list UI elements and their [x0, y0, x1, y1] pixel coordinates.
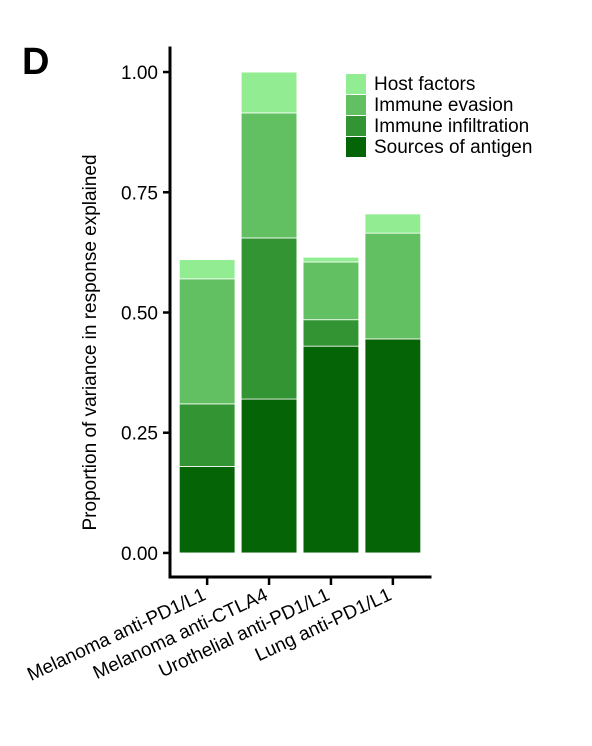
y-axis-title: Proportion of variance in response expla… — [80, 154, 101, 530]
bar-segment-1-4 — [178, 259, 236, 280]
legend-swatch-3 — [346, 116, 366, 136]
y-tick-label-1: 0.00 — [121, 544, 158, 565]
legend-swatch-1 — [346, 74, 366, 94]
bar-segment-2-4 — [240, 71, 298, 114]
panel-label: D — [22, 41, 49, 83]
bar-segment-1-1 — [178, 465, 236, 554]
bar-segment-1-3 — [178, 278, 236, 405]
legend-swatch-2 — [346, 95, 366, 115]
bar-segment-1-2 — [178, 403, 236, 467]
bar-segment-4-3 — [364, 232, 422, 340]
bar-segment-3-4 — [302, 256, 360, 263]
bar-segment-2-3 — [240, 112, 298, 239]
legend-label-3: Immune infiltration — [374, 116, 529, 137]
bar-segment-2-2 — [240, 237, 298, 400]
legend-label-2: Immune evasion — [374, 95, 513, 116]
bars-group — [178, 71, 422, 554]
y-tick-label-5: 1.00 — [121, 63, 158, 84]
legend-label-4: Sources of antigen — [374, 137, 532, 158]
bar-segment-4-1 — [364, 338, 422, 554]
y-tick-label-2: 0.25 — [121, 424, 158, 445]
bar-segment-4-4 — [364, 213, 422, 234]
bar-segment-3-3 — [302, 261, 360, 321]
bar-segment-2-1 — [240, 398, 298, 554]
y-tick-label-3: 0.50 — [121, 304, 158, 325]
legend-swatch-4 — [346, 137, 366, 157]
bar-segment-3-2 — [302, 319, 360, 347]
legend-label-1: Host factors — [374, 74, 475, 95]
bar-segment-3-1 — [302, 345, 360, 554]
y-tick-label-4: 0.75 — [121, 183, 158, 204]
